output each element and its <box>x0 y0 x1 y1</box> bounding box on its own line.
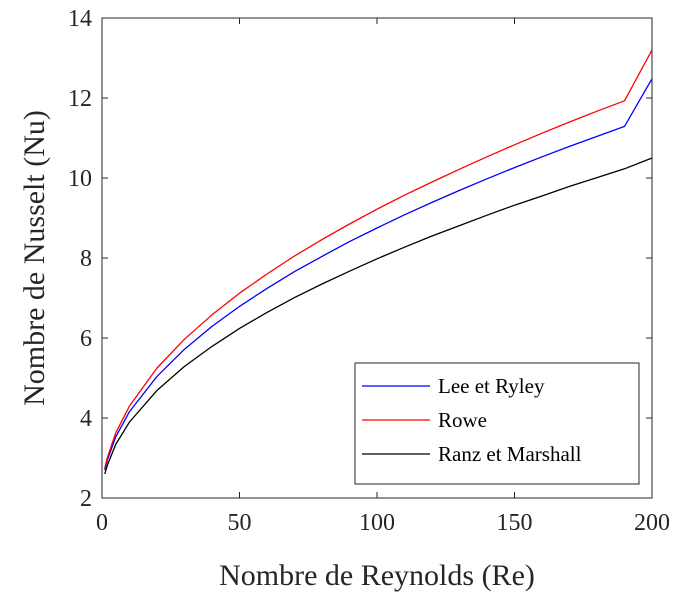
ticks-layer: 0 50 100 150 200 2 4 6 8 10 12 14 <box>68 6 670 536</box>
x-tick-label: 150 <box>497 510 533 536</box>
series-line-rowe <box>104 49 653 469</box>
x-tick-label: 0 <box>96 510 108 536</box>
x-tick-label: 50 <box>228 510 252 536</box>
y-tick-label: 14 <box>68 6 92 32</box>
legend-box <box>354 362 640 485</box>
y-tick-label: 6 <box>80 326 92 352</box>
x-tick-label: 100 <box>359 510 395 536</box>
y-tick-label: 10 <box>68 166 92 192</box>
x-tick-label: 200 <box>634 510 670 536</box>
series-line-lee-et-ryley <box>104 78 653 471</box>
y-axis-label: Nombre de Nusselt (Nu) <box>18 110 51 406</box>
y-tick-label: 4 <box>80 406 92 432</box>
legend-label-rowe: Rowe <box>438 408 487 432</box>
series-layer <box>104 49 653 475</box>
x-axis-label: Nombre de Reynolds (Re) <box>219 559 535 592</box>
legend-label-ranz-et-marshall: Ranz et Marshall <box>438 442 582 466</box>
legend: Lee et Ryley Rowe Ranz et Marshall <box>354 362 640 485</box>
y-tick-label: 2 <box>80 486 92 512</box>
legend-label-lee-et-ryley: Lee et Ryley <box>438 374 545 398</box>
y-tick-label: 8 <box>80 246 92 272</box>
series-line-ranz-et-marshall <box>104 157 653 475</box>
y-tick-label: 12 <box>68 86 92 112</box>
